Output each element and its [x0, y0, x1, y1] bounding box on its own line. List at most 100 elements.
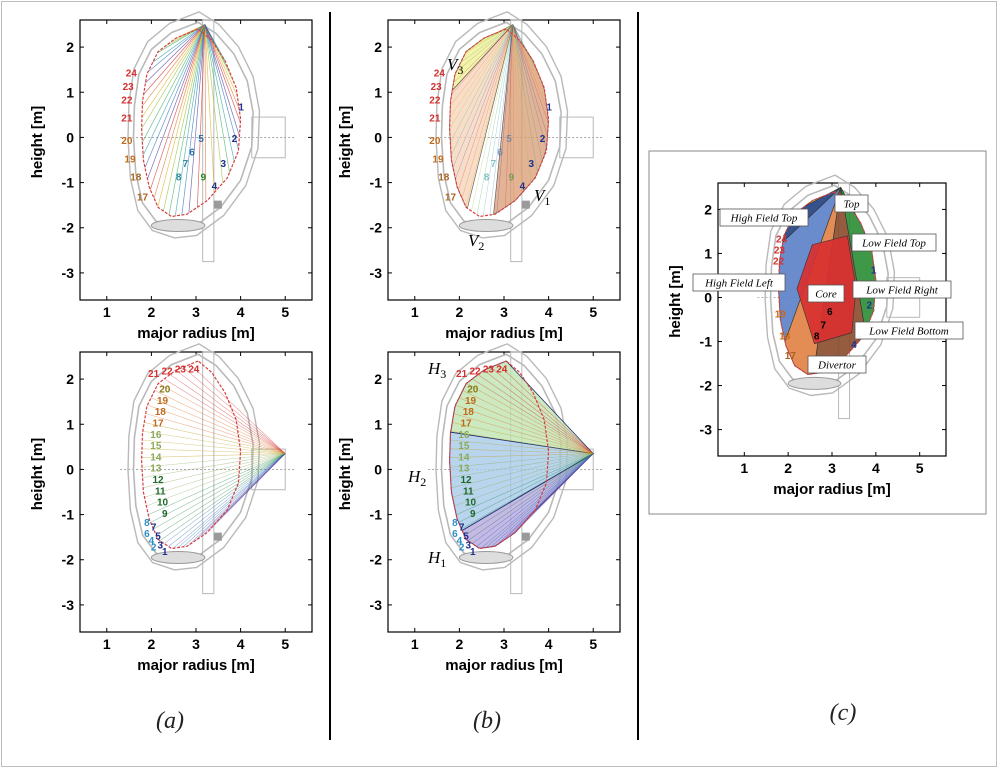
channel-label: 1 — [546, 102, 552, 113]
sight-line — [505, 24, 514, 208]
sight-line — [157, 24, 206, 207]
x-tick-label: 1 — [411, 636, 419, 652]
sight-line — [472, 24, 514, 47]
sight-line — [146, 453, 286, 507]
plasma-boundary — [140, 28, 242, 218]
sight-line — [512, 24, 548, 110]
channel-label: 22 — [773, 256, 785, 267]
channel-label: 24 — [126, 68, 138, 79]
sight-line — [221, 453, 286, 518]
sight-line — [450, 430, 594, 454]
channel-label: 5 — [463, 531, 469, 542]
sight-line — [204, 24, 224, 184]
sight-line — [466, 383, 594, 454]
sight-line — [452, 422, 594, 454]
sight-line — [204, 24, 239, 150]
sight-line — [480, 453, 594, 549]
channel-label: 23 — [483, 364, 495, 375]
channel-label: 19 — [432, 154, 444, 165]
channel-label: 16 — [150, 430, 162, 441]
channel-label: 18 — [463, 407, 475, 418]
svg-text:Core: Core — [815, 289, 837, 301]
sight-line — [168, 453, 286, 547]
channel-label: 1 — [470, 547, 476, 558]
x-tick-label: 1 — [411, 304, 419, 320]
channel-label: 18 — [779, 331, 791, 342]
sight-line — [460, 24, 514, 63]
sight-line — [486, 453, 594, 548]
svg-text:Low Field Top: Low Field Top — [861, 238, 926, 250]
svg-text:High Field Left: High Field Left — [704, 278, 774, 290]
channel-label: 15 — [458, 441, 470, 452]
sight-line — [512, 24, 523, 193]
sight-line — [144, 422, 286, 454]
channel-label: 22 — [429, 96, 441, 107]
sight-line — [450, 24, 514, 143]
channel-label: 22 — [121, 96, 133, 107]
channel-label: 6 — [452, 529, 458, 540]
y-tick-label: 1 — [66, 84, 74, 100]
sight-line — [149, 24, 206, 190]
channel-label: 14 — [458, 452, 470, 463]
sight-line — [182, 367, 286, 454]
y-tick-label: -2 — [700, 378, 713, 394]
channel-label: 12 — [461, 475, 473, 486]
sight-line — [450, 24, 514, 106]
divertor-cassette — [150, 550, 206, 564]
sight-line — [512, 24, 538, 173]
coil-block — [213, 532, 222, 541]
sight-line — [476, 453, 594, 547]
sight-line — [204, 24, 241, 123]
y-tick-label: -3 — [700, 422, 713, 438]
y-tick-label: 1 — [374, 416, 382, 432]
x-tick-label: 3 — [500, 636, 508, 652]
sight-line — [153, 24, 206, 199]
sight-line — [204, 24, 215, 193]
channel-label: 10 — [157, 498, 169, 509]
sight-line — [452, 453, 594, 498]
channel-label: 24 — [496, 364, 508, 375]
x-axis-label: major radius [m] — [137, 325, 255, 342]
sight-line — [512, 24, 532, 184]
sight-line — [458, 397, 594, 454]
channel-label: 8 — [176, 172, 182, 183]
sight-line — [144, 24, 206, 168]
svg-text:Low Field Bottom: Low Field Bottom — [868, 326, 949, 338]
sight-line — [164, 378, 286, 454]
sight-line — [141, 453, 286, 458]
channel-label: 20 — [121, 136, 133, 147]
sight-line — [464, 453, 594, 536]
y-axis-label: height [m] — [29, 106, 46, 179]
channel-label: 8 — [484, 172, 490, 183]
sight-line — [169, 374, 286, 454]
x-tick-label: 1 — [103, 636, 111, 652]
sight-line — [145, 413, 286, 454]
vessel-outer-wall — [435, 343, 569, 571]
x-tick-label: 5 — [281, 304, 289, 320]
channel-label: 23 — [175, 364, 187, 375]
y-tick-label: 2 — [374, 371, 382, 387]
sight-line — [455, 24, 514, 73]
sight-line — [181, 24, 206, 215]
sight-line — [467, 453, 594, 541]
channel-label: 18 — [155, 407, 167, 418]
channel-label: 7 — [459, 522, 465, 533]
channel-label: 17 — [461, 419, 473, 430]
y-tick-label: 2 — [704, 201, 712, 217]
x-tick-label: 2 — [455, 636, 463, 652]
region-label-low-field-top: Low Field Top — [851, 233, 937, 252]
x-axis-label: major radius [m] — [773, 481, 891, 498]
sight-line — [483, 369, 594, 454]
channel-label: 7 — [183, 159, 189, 170]
channel-label: 4 — [212, 181, 218, 192]
sight-line — [147, 404, 286, 454]
channel-label: 4 — [520, 181, 526, 192]
sight-line — [154, 390, 286, 454]
sight-line — [141, 24, 206, 129]
sight-line — [462, 390, 594, 454]
svg-text:Top: Top — [843, 199, 860, 211]
divertor-cassette — [150, 218, 206, 232]
channel-label: 5 — [506, 134, 512, 145]
